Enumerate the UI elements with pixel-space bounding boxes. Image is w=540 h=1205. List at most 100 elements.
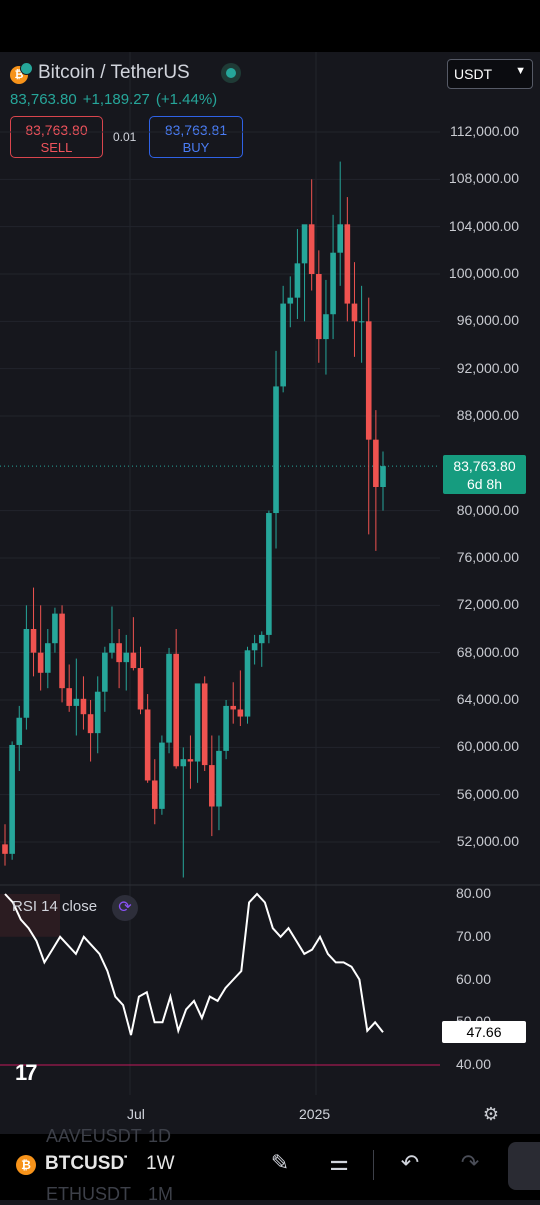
candle-body (351, 303, 358, 322)
candle-body (116, 643, 122, 663)
drawing-tools-icon[interactable]: ✎ (270, 1150, 290, 1175)
toolbar-divider (373, 1150, 374, 1180)
candle-body (201, 683, 208, 766)
candle-body (59, 613, 65, 689)
candle-body (194, 683, 201, 762)
rsi-value-label: 47.66 (442, 1021, 526, 1043)
rsi-tick-label: 70.00 (455, 927, 491, 944)
candle-body (23, 629, 30, 718)
price-change-percent: (+1.44%) (155, 91, 218, 108)
candle-body (9, 744, 15, 854)
price-tick-label: 92,000.00 (456, 359, 519, 376)
symbol-picker[interactable]: BTCUSDT (45, 1153, 127, 1174)
candle-body (16, 717, 23, 745)
current-price-label: 83,763.80 6d 8h (443, 455, 526, 494)
price-tick-label: 96,000.00 (456, 312, 519, 329)
candle-body (244, 650, 251, 717)
bitcoin-icon: ₿ (16, 1155, 36, 1175)
interval-picker[interactable]: 1W (146, 1153, 175, 1174)
price-tick-label: 104,000.00 (448, 217, 519, 234)
candle-body (330, 252, 336, 315)
price-change: +1,189.27 (82, 91, 150, 108)
candle-body (258, 634, 265, 644)
candle-body (137, 668, 144, 710)
status-bar (0, 0, 540, 52)
candle-body (223, 705, 229, 751)
candle-body (180, 759, 187, 767)
redo-icon[interactable]: ↷ (460, 1150, 480, 1175)
candle-body (123, 652, 130, 663)
price-tick-label: 72,000.00 (456, 596, 519, 613)
candle-body (87, 714, 94, 734)
market-open-indicator-icon (221, 63, 241, 83)
buy-label: BUY (182, 140, 210, 155)
candle-body (30, 629, 37, 653)
price-tick-label: 76,000.00 (456, 549, 519, 565)
sell-price: 83,763.80 (25, 122, 88, 138)
price-tick-label: 68,000.00 (456, 643, 519, 660)
current-price-value: 83,763.80 (453, 458, 516, 474)
price-tick-label: 56,000.00 (456, 785, 519, 802)
candle-body (159, 742, 165, 809)
candle-body (344, 224, 351, 304)
candle-body (44, 643, 51, 673)
tradingview-logo-icon: 17 (15, 1060, 38, 1085)
candle-body (52, 613, 58, 644)
price-tick-label: 52,000.00 (456, 833, 519, 849)
time-label-2025: 2025 (299, 1106, 331, 1122)
candle-body (373, 439, 379, 487)
rsi-tick-label: 60.00 (455, 970, 491, 987)
spread-value: 0.01 (113, 130, 137, 144)
chart-settings-icon[interactable]: ⚙ (482, 1104, 500, 1124)
candle-body (316, 274, 322, 340)
indicator-settings-icon[interactable]: ⚌ (329, 1150, 349, 1175)
tether-icon (20, 62, 33, 75)
candle-body (280, 303, 286, 387)
currency-select[interactable]: USDT ▼ (447, 59, 533, 89)
candle-body (266, 513, 272, 635)
price-tick-label: 80,000.00 (456, 501, 519, 518)
pair-title[interactable]: Bitcoin / TetherUS (38, 62, 190, 83)
candle-body (144, 709, 151, 781)
candle-body (358, 321, 365, 323)
undo-icon[interactable]: ↶ (400, 1150, 420, 1175)
price-chart[interactable] (0, 0, 540, 1134)
ghost-symbol-above: AAVEUSDT (46, 1126, 142, 1146)
fullscreen-button[interactable] (508, 1142, 540, 1190)
currency-value: USDT (454, 66, 493, 82)
price-tick-label: 88,000.00 (456, 407, 519, 423)
candle-body (323, 314, 329, 340)
rsi-tick-label: 80.00 (455, 885, 491, 901)
price-tick-label: 64,000.00 (456, 691, 519, 707)
rsi-line (4, 892, 384, 1036)
sell-button[interactable]: 83,763.80 SELL (10, 116, 103, 158)
candle-body (294, 263, 301, 298)
candle-body (337, 224, 344, 253)
candle-body (308, 224, 315, 274)
candle-body (102, 652, 108, 692)
time-label-jul: Jul (127, 1106, 145, 1122)
candle-body (73, 698, 80, 706)
sell-label: SELL (40, 140, 73, 155)
candle-body (80, 698, 87, 715)
ghost-interval-below: 1M (148, 1184, 174, 1204)
candle-body (66, 688, 72, 706)
candle-body (365, 321, 372, 440)
candle-body (173, 653, 179, 767)
buy-button[interactable]: 83,763.81 BUY (149, 116, 243, 158)
rsi-legend[interactable]: RSI 14 close (12, 898, 98, 915)
candle-body (109, 643, 115, 653)
candle-body (37, 652, 44, 673)
candle-body (380, 466, 386, 487)
candle-body (2, 844, 8, 854)
candle-body (187, 759, 194, 762)
candle-body (94, 691, 101, 734)
candle-body (216, 750, 222, 807)
candle-body (130, 652, 137, 669)
candle-countdown: 6d 8h (466, 476, 503, 492)
bottom-toolbar (0, 1134, 540, 1200)
buy-price: 83,763.81 (164, 122, 228, 138)
rsi-refresh-icon[interactable]: ⟳ (112, 895, 138, 921)
ghost-interval-above: 1D (148, 1126, 172, 1146)
rsi-tick-label: 40.00 (455, 1056, 491, 1072)
